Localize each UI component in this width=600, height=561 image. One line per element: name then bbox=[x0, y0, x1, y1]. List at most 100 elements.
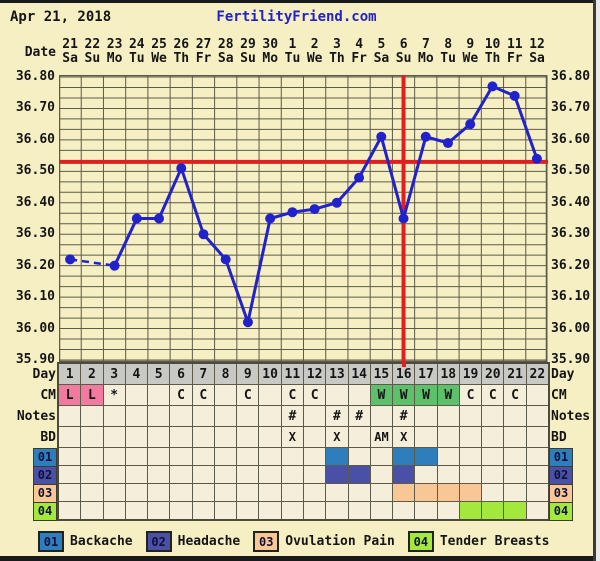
date-column: 28Sa bbox=[215, 38, 237, 65]
site-title-link[interactable]: FertilityFriend.com bbox=[0, 9, 593, 25]
symptom-02-row-cell bbox=[349, 466, 370, 483]
cm-row: LL*CCCCCWWWWCCC bbox=[59, 385, 548, 405]
symptom-02-row-cell bbox=[59, 466, 80, 483]
cm-row-cell bbox=[527, 385, 548, 405]
cm-row-cell: W bbox=[415, 385, 436, 405]
symptom-03-row-cell bbox=[527, 484, 548, 501]
date-column: 25We bbox=[148, 38, 170, 65]
symptom-01-row-cell bbox=[371, 448, 392, 465]
temp-tick-label: 36.00 bbox=[551, 322, 597, 336]
symptom-03-label: 03 bbox=[549, 484, 573, 503]
cm-row-cell bbox=[148, 385, 169, 405]
date-column: 11Fr bbox=[504, 38, 526, 65]
bd-row-cell bbox=[215, 427, 236, 447]
day-row-cell: 6 bbox=[170, 364, 191, 384]
symptom-02-row-cell bbox=[438, 466, 459, 483]
symptom-02-row-cell bbox=[282, 466, 303, 483]
day-row-cell: 7 bbox=[193, 364, 214, 384]
date-column: 27Fr bbox=[192, 38, 214, 65]
temp-tick-label: 35.90 bbox=[0, 353, 55, 367]
symptom-03-row-cell bbox=[170, 484, 191, 501]
temp-dot bbox=[443, 138, 453, 148]
date-column: 30Mo bbox=[259, 38, 281, 65]
legend-label: Ovulation Pain bbox=[285, 534, 395, 549]
temp-tick-label: 36.00 bbox=[0, 322, 55, 336]
day-row-cell: 21 bbox=[504, 364, 525, 384]
temp-dot bbox=[176, 163, 186, 173]
notes-row-cell bbox=[148, 406, 169, 426]
temp-dot bbox=[65, 254, 75, 264]
day-row-cell: 9 bbox=[237, 364, 258, 384]
symptom-02-row-cell bbox=[193, 466, 214, 483]
symptom-02-row-cell bbox=[170, 466, 191, 483]
notes-row-cell bbox=[215, 406, 236, 426]
top-border bbox=[0, 0, 600, 3]
bd-row: XXAMX bbox=[59, 427, 548, 447]
bbt-chart-svg bbox=[59, 75, 548, 367]
notes-row-cell: # bbox=[393, 406, 414, 426]
symptom-04-row-cell bbox=[527, 502, 548, 519]
cm-row-label: CM bbox=[551, 388, 567, 403]
cm-row-cell: C bbox=[282, 385, 303, 405]
symptom-02-row-cell bbox=[527, 466, 548, 483]
symptom-03-row-cell bbox=[460, 484, 481, 501]
cm-row-cell: C bbox=[170, 385, 191, 405]
notes-row-cell bbox=[170, 406, 191, 426]
temp-tick-label: 36.50 bbox=[0, 164, 55, 178]
cm-row-cell: C bbox=[304, 385, 325, 405]
legend-swatch-03: 03 bbox=[253, 531, 279, 552]
symptom-04-row-cell bbox=[482, 502, 503, 519]
temp-tick-label: 36.10 bbox=[551, 290, 597, 304]
symptom-01-row-cell bbox=[527, 448, 548, 465]
day-row-cell: 10 bbox=[259, 364, 280, 384]
temp-dot bbox=[399, 214, 409, 224]
symptom-03-label: 03 bbox=[33, 484, 57, 503]
legend-item: 03 Ovulation Pain bbox=[253, 531, 395, 552]
symptom-02-row-cell bbox=[237, 466, 258, 483]
bd-row-cell: X bbox=[326, 427, 347, 447]
bd-row-cell: X bbox=[282, 427, 303, 447]
cm-row-cell: W bbox=[393, 385, 414, 405]
day-row-cell: 19 bbox=[460, 364, 481, 384]
day-row-cell: 1 bbox=[59, 364, 80, 384]
bd-row-cell bbox=[81, 427, 102, 447]
symptom-04-row-cell bbox=[415, 502, 436, 519]
symptom-01-row-cell bbox=[215, 448, 236, 465]
notes-row-cell bbox=[482, 406, 503, 426]
symptom-04-row-cell bbox=[282, 502, 303, 519]
temp-tick-label: 36.20 bbox=[0, 259, 55, 273]
symptom-01-row-cell bbox=[126, 448, 147, 465]
notes-row-cell bbox=[126, 406, 147, 426]
symptom-04-row-cell bbox=[304, 502, 325, 519]
date-row-label: Date bbox=[0, 45, 56, 60]
symptom-02-row-cell bbox=[482, 466, 503, 483]
cm-row-cell bbox=[326, 385, 347, 405]
symptom-04-label: 04 bbox=[33, 502, 57, 521]
day-row-cell: 4 bbox=[126, 364, 147, 384]
notes-row-cell bbox=[415, 406, 436, 426]
cm-row-label: CM bbox=[0, 388, 56, 403]
temp-dot bbox=[421, 132, 431, 142]
notes-row-cell: # bbox=[282, 406, 303, 426]
symptom-01-row-cell bbox=[326, 448, 347, 465]
temp-dot bbox=[376, 132, 386, 142]
symptom-01-row-cell bbox=[304, 448, 325, 465]
temp-dot bbox=[287, 207, 297, 217]
legend-swatch-04: 04 bbox=[408, 531, 434, 552]
temp-tick-label: 36.60 bbox=[0, 133, 55, 147]
temp-tick-label: 36.20 bbox=[551, 259, 597, 273]
symptom-04-row-cell bbox=[393, 502, 414, 519]
date-column: 6Su bbox=[393, 38, 415, 65]
symptom-04-row-cell bbox=[193, 502, 214, 519]
temp-dot bbox=[110, 261, 120, 271]
legend-swatch-01: 01 bbox=[38, 531, 64, 552]
date-column: 12Sa bbox=[526, 38, 548, 65]
notes-row: #### bbox=[59, 406, 548, 426]
symptom-legend: 01Backache02Headache03Ovulation Pain04Te… bbox=[38, 531, 562, 552]
symptom-04-row-cell bbox=[460, 502, 481, 519]
date-column: 8Tu bbox=[437, 38, 459, 65]
day-row-cell: 15 bbox=[371, 364, 392, 384]
bd-row-cell bbox=[415, 427, 436, 447]
symptom-03-row-cell bbox=[282, 484, 303, 501]
symptom-03-row-cell bbox=[438, 484, 459, 501]
